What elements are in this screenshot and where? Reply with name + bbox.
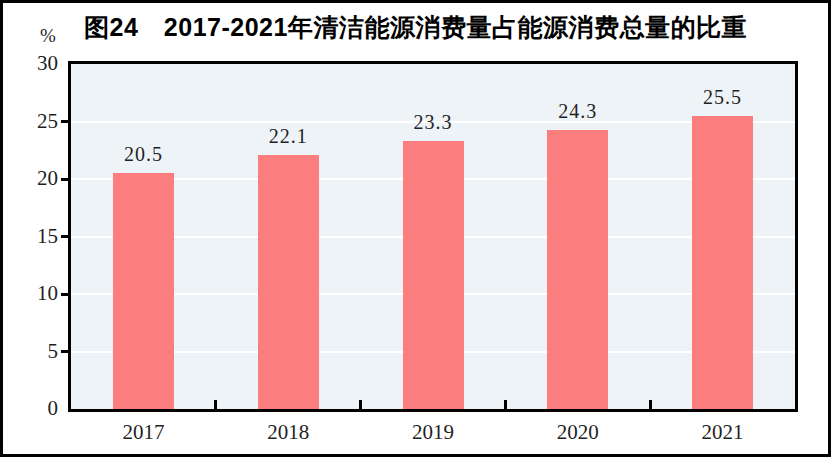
- y-tick-mark: [61, 293, 70, 296]
- chart-title: 图24 2017-2021年清洁能源消费量占能源消费总量的比重: [3, 11, 828, 44]
- x-tick-mark: [214, 400, 217, 409]
- x-axis-label: 2019: [388, 420, 478, 445]
- y-tick-mark: [61, 120, 70, 123]
- x-tick-mark: [649, 400, 652, 409]
- y-tick-label: 5: [18, 341, 58, 362]
- y-tick-label: 10: [18, 283, 58, 304]
- y-tick-mark: [61, 178, 70, 181]
- y-tick-mark: [61, 350, 70, 353]
- x-axis-label: 2018: [243, 420, 333, 445]
- y-axis-unit-label: %: [33, 25, 63, 47]
- bar-value-label: 20.5: [98, 143, 188, 166]
- bar: [113, 173, 174, 409]
- y-tick-mark: [61, 235, 70, 238]
- bar: [403, 141, 464, 409]
- y-tick-label: 30: [18, 53, 58, 74]
- bar-value-label: 23.3: [388, 111, 478, 134]
- y-tick-label: 15: [18, 226, 58, 247]
- x-axis-label: 2021: [678, 420, 768, 445]
- bar-value-label: 22.1: [243, 125, 333, 148]
- x-tick-mark: [359, 400, 362, 409]
- bar-value-label: 24.3: [533, 100, 623, 123]
- y-tick-label: 0: [18, 398, 58, 419]
- x-tick-mark: [504, 400, 507, 409]
- y-tick-label: 20: [18, 168, 58, 189]
- bar-value-label: 25.5: [678, 86, 768, 109]
- x-axis-label: 2020: [533, 420, 623, 445]
- bar: [547, 130, 608, 409]
- x-axis-label: 2017: [98, 420, 188, 445]
- bar: [692, 116, 753, 409]
- y-tick-label: 25: [18, 111, 58, 132]
- chart-figure: 图24 2017-2021年清洁能源消费量占能源消费总量的比重 % 20.5 22…: [0, 0, 831, 457]
- plot-area: 20.5 22.1 23.3 24.3 25.5: [68, 61, 798, 412]
- bar: [258, 155, 319, 409]
